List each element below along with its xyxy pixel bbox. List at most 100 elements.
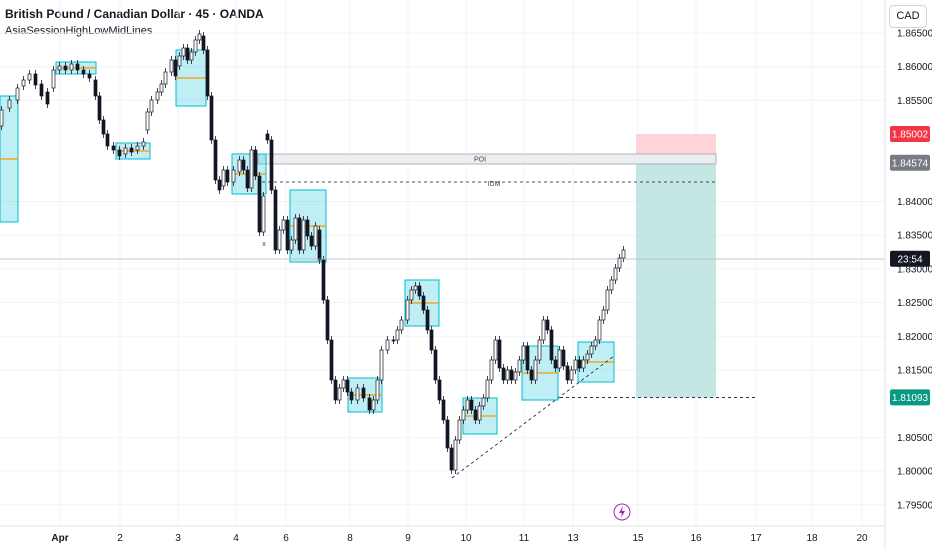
x-tick-label: Apr: [51, 533, 68, 544]
candle-body: [489, 359, 494, 381]
candle-body: [129, 147, 134, 153]
candle-body: [529, 369, 534, 381]
candle-body: [589, 345, 594, 355]
currency-selector[interactable]: CAD: [889, 5, 927, 28]
candle-body: [409, 289, 414, 301]
candle-body: [237, 159, 242, 173]
candle-body: [341, 379, 346, 389]
idm-label: IDM: [488, 181, 501, 188]
y-tick-label: 1.86000: [897, 62, 932, 73]
candle-body: [97, 95, 102, 121]
candle-body: [521, 345, 526, 361]
x-tick-label: 4: [233, 533, 239, 544]
candle-body: [597, 319, 602, 341]
candle-body: [63, 65, 68, 71]
candle-body: [391, 339, 396, 342]
x-tick-label: 11: [519, 533, 530, 544]
candle-body: [385, 339, 390, 351]
candle-body: [173, 59, 178, 77]
candle-body: [537, 339, 542, 361]
candle-body: [7, 99, 12, 109]
candle-body: [509, 369, 514, 381]
price-tag-label: 23:54: [897, 254, 922, 265]
candle-body: [573, 359, 578, 371]
candle-body: [177, 55, 182, 67]
poi-zone: [257, 153, 717, 165]
candle-body: [379, 349, 384, 381]
price-tag-label: 1.84574: [892, 158, 929, 169]
candle-body: [155, 91, 160, 101]
candle-body: [145, 111, 150, 131]
candle-body: [441, 399, 446, 421]
lightning-icon-bolt: [619, 506, 625, 518]
candle-body: [545, 319, 550, 331]
candle-body: [45, 91, 50, 105]
candle-body: [217, 179, 222, 191]
candle-body: [33, 73, 38, 86]
x-tick-label: 2: [117, 533, 123, 544]
candle-body: [15, 87, 20, 101]
candle-body: [105, 133, 110, 147]
candle-body: [159, 83, 164, 93]
candle-body: [309, 235, 314, 247]
candle-body: [81, 69, 86, 75]
candle-body: [433, 349, 438, 381]
candles: [0, 30, 626, 474]
price-tag: [890, 250, 930, 267]
x-marker: x: [262, 241, 266, 248]
candle-body: [185, 47, 190, 61]
candle-body: [457, 419, 462, 441]
candle-body: [549, 329, 554, 361]
candle-body: [337, 387, 342, 401]
candle-body: [189, 51, 194, 61]
candle-body: [329, 339, 334, 381]
candle-body: [517, 359, 522, 373]
candle-body: [27, 73, 32, 81]
x-tick-label: 17: [750, 533, 762, 544]
candle-body: [613, 267, 618, 281]
candle-body: [333, 379, 338, 401]
candle-body: [193, 39, 198, 53]
candle-body: [533, 359, 538, 381]
x-tick-label: 13: [567, 533, 579, 544]
candle-body: [141, 141, 146, 147]
candle-body: [505, 369, 510, 381]
grid: [0, 0, 885, 526]
candle-body: [293, 217, 298, 241]
candle-body: [493, 339, 498, 361]
price-tag-label: 1.81093: [892, 393, 929, 404]
candle-body: [301, 219, 306, 251]
candle-body: [201, 35, 206, 51]
candle-body: [355, 387, 360, 401]
candle-body: [21, 79, 26, 87]
candle-body: [51, 69, 56, 89]
candle-body: [449, 447, 454, 471]
candle-body: [617, 257, 622, 269]
candle-body: [135, 145, 140, 151]
candle-body: [371, 399, 376, 411]
candle-body: [265, 133, 270, 141]
candle-body: [101, 119, 106, 135]
candle-body: [525, 345, 530, 371]
x-tick-label: 16: [690, 533, 702, 544]
indicator-name[interactable]: AsiaSessionHighLowMidLines: [5, 25, 153, 37]
position-zones: POI: [257, 133, 717, 398]
candle-body: [593, 339, 598, 347]
candle-body: [197, 33, 202, 41]
candle-body: [289, 239, 294, 251]
x-tick-label: 6: [283, 533, 289, 544]
candle-body: [453, 439, 458, 471]
candle-body: [111, 145, 116, 151]
x-tick-label: 3: [175, 533, 181, 544]
candle-body: [399, 319, 404, 331]
candle-body: [469, 399, 474, 411]
session-boxes: [0, 49, 615, 435]
chart-title: British Pound / Canadian Dollar · 45 · O…: [5, 7, 264, 21]
candle-body: [325, 299, 330, 341]
candle-body: [473, 409, 478, 421]
y-tick-label: 1.81500: [897, 366, 932, 377]
candle-body: [87, 73, 92, 79]
x-tick-label: 10: [460, 533, 472, 544]
price-tag: [890, 389, 930, 406]
